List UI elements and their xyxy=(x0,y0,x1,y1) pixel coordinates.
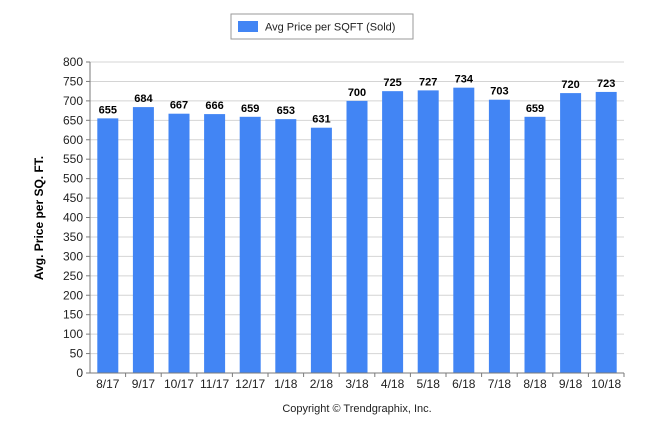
x-tick-label: 9/17 xyxy=(132,377,156,391)
x-tick-label: 7/18 xyxy=(488,377,512,391)
x-tick-label: 12/17 xyxy=(235,377,265,391)
data-label: 631 xyxy=(312,114,330,126)
bar xyxy=(417,90,439,373)
y-tick-label: 100 xyxy=(63,327,83,341)
data-label: 703 xyxy=(490,86,508,98)
y-tick-label: 500 xyxy=(63,172,83,186)
y-tick-label: 450 xyxy=(63,191,83,205)
x-tick-label: 9/18 xyxy=(559,377,583,391)
y-tick-labels: 0 50 100 150 200 250 300 350 400 450 500 550 600 650 7… xyxy=(63,55,90,380)
data-label: 725 xyxy=(383,77,401,89)
x-tick-label: 8/17 xyxy=(96,377,120,391)
y-tick-label: 800 xyxy=(63,55,83,69)
data-label: 666 xyxy=(205,100,223,112)
data-label: 659 xyxy=(526,103,544,115)
y-tick-label: 550 xyxy=(63,152,83,166)
bar xyxy=(204,114,226,373)
y-tick-label: 600 xyxy=(63,133,83,147)
y-tick-label: 50 xyxy=(70,347,84,361)
legend-swatch xyxy=(238,21,258,32)
y-tick-label: 400 xyxy=(63,211,83,225)
bar xyxy=(168,113,190,374)
legend: Avg Price per SQFT (Sold) xyxy=(230,13,414,40)
y-tick-label: 200 xyxy=(63,288,83,302)
bar xyxy=(453,87,475,373)
data-label: 727 xyxy=(419,76,437,88)
data-label: 653 xyxy=(277,105,295,117)
bar xyxy=(310,127,332,373)
bar xyxy=(524,116,546,373)
bar xyxy=(488,99,510,374)
x-tick-label: 4/18 xyxy=(381,377,405,391)
data-label: 667 xyxy=(170,100,188,112)
bar xyxy=(595,91,617,373)
y-tick-label: 350 xyxy=(63,230,83,244)
x-tick-label: 8/18 xyxy=(523,377,547,391)
y-tick-label: 750 xyxy=(63,74,83,88)
bar xyxy=(97,118,119,374)
data-label: 684 xyxy=(134,93,153,105)
bars xyxy=(97,87,617,374)
bar xyxy=(382,91,404,373)
data-label: 659 xyxy=(241,103,259,115)
y-tick-label: 650 xyxy=(63,113,83,127)
data-label: 734 xyxy=(455,74,474,86)
x-tick-label: 2/18 xyxy=(310,377,334,391)
data-label: 655 xyxy=(99,104,117,116)
data-label: 723 xyxy=(597,78,615,90)
data-label: 720 xyxy=(561,79,579,91)
y-tick-label: 300 xyxy=(63,249,83,263)
data-label: 700 xyxy=(348,87,366,99)
x-tick-label: 5/18 xyxy=(417,377,441,391)
y-axis-title: Avg. Price per SQ. FT. xyxy=(32,156,46,280)
x-tick-label: 3/18 xyxy=(345,377,369,391)
x-tick-label: 1/18 xyxy=(274,377,298,391)
copyright-text: Copyright © Trendgraphix, Inc. xyxy=(282,403,431,415)
y-tick-label: 250 xyxy=(63,269,83,283)
x-tick-labels: 8/17 9/17 10/17 11/17 12/17 1/18 2/18 3/18 4/18 5… xyxy=(96,373,625,391)
y-tick-label: 700 xyxy=(63,94,83,108)
bar xyxy=(346,100,368,373)
data-labels: 655 684 667 666 659 653 631 700 725 727 734 703 659 7… xyxy=(99,74,616,126)
x-tick-label: 11/17 xyxy=(200,377,229,391)
legend-label: Avg Price per SQFT (Sold) xyxy=(265,22,395,34)
x-tick-label: 10/18 xyxy=(591,377,621,391)
legend-box xyxy=(230,13,414,40)
y-tick-label: 0 xyxy=(76,366,83,380)
bar xyxy=(132,107,154,373)
bar xyxy=(239,116,261,373)
x-tick-label: 6/18 xyxy=(452,377,476,391)
y-tick-label: 150 xyxy=(63,308,83,322)
bar xyxy=(275,119,297,374)
x-tick-label: 10/17 xyxy=(164,377,194,391)
bar xyxy=(560,93,582,373)
